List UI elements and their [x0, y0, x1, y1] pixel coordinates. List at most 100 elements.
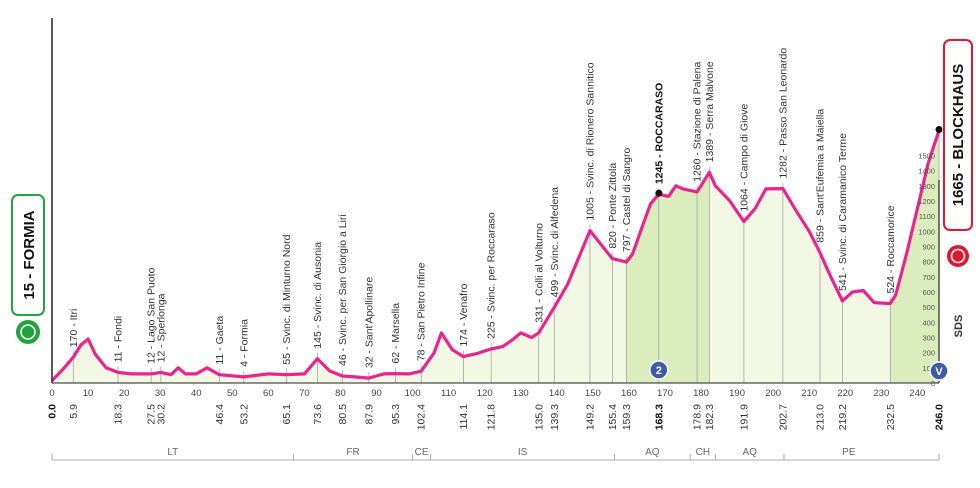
region-label-1: FR [346, 447, 359, 458]
km-label-3: 27.5 [146, 404, 158, 425]
waypoint-label-4: 12 - Sperlonga [155, 293, 167, 362]
alt-tick-14: 1400 [918, 167, 935, 176]
x-tick-4: 40 [191, 388, 202, 399]
x-tick-5: 50 [227, 388, 238, 399]
finish-badge-frame [943, 39, 973, 231]
alt-tick-15: 1500 [918, 152, 935, 161]
region-label-7: PE [842, 447, 856, 458]
waypoint-label-16: 499 - Svinc. di Alfedena [549, 187, 561, 297]
x-tick-0: 0 [49, 388, 54, 399]
km-label-21: 178.9 [692, 404, 704, 430]
km-label-13: 114.1 [458, 404, 470, 430]
alt-tick-8: 800 [922, 258, 935, 267]
x-tick-10: 100 [405, 388, 421, 399]
km-label-4: 30.2 [155, 404, 167, 425]
climb-zone-0 [626, 172, 710, 383]
waypoint-label-27: 524 - Roccamorice [885, 205, 897, 293]
waypoint-label-25: 859 - Sant'Eufemia a Maiella [815, 109, 827, 243]
km-label-23: 191.9 [738, 404, 750, 430]
waypoint-label-8: 145 - Svinc. di Ausonia [312, 242, 324, 349]
x-tick-20: 200 [765, 388, 781, 399]
summit-dot-0 [655, 189, 663, 197]
waypoint-label-10: 32 - Sant'Apollinare [363, 277, 375, 368]
km-label-27: 232.5 [885, 404, 897, 430]
waypoint-label-11: 62 - Marsella [390, 303, 402, 364]
km-label-1: 5.9 [68, 404, 80, 419]
finish-badge-label: 1665 - BLOCKHAUS [950, 64, 967, 207]
x-tick-19: 190 [729, 388, 745, 399]
x-tick-23: 230 [873, 388, 889, 399]
region-label-0: LT [167, 447, 178, 458]
alt-tick-4: 400 [922, 318, 935, 327]
alt-tick-9: 900 [922, 243, 935, 252]
km-label-25: 213.0 [815, 404, 827, 430]
km-label-10: 87.9 [363, 404, 375, 425]
x-tick-21: 210 [801, 388, 817, 399]
km-label-8: 73.6 [312, 404, 324, 425]
km-label-26: 219.2 [837, 404, 849, 430]
km-label-9: 80.5 [337, 404, 349, 425]
region-label-5: CH [696, 447, 710, 458]
alt-tick-1: 100 [922, 364, 935, 373]
waypoint-label-24: 1282 - Passo San Leonardo [777, 48, 789, 179]
km-label-6: 53.2 [238, 404, 250, 425]
waypoint-label-23: 1064 - Campo di Giove [738, 103, 750, 211]
km-label-12: 102.4 [416, 404, 428, 430]
finish-cyclist-icon [947, 245, 969, 267]
waypoint-label-5: 11 - Gaeta [214, 316, 226, 365]
finish-cyclist-icon-wheel [950, 248, 966, 264]
waypoint-label-19: 797 - Castel di Sangro [621, 147, 633, 252]
alt-tick-5: 500 [922, 303, 935, 312]
x-tick-8: 80 [335, 388, 346, 399]
waypoint-label-17: 1005 - Svinc. di Rionero Sannitico [584, 62, 596, 220]
waypoint-label-21: 1260 - Stazione di Palena [692, 61, 704, 181]
start-badge-frame [11, 194, 45, 316]
km-label-18: 155.4 [607, 404, 619, 430]
gpm-badge-1 [929, 361, 949, 381]
waypoint-label-2: 11 - Fondi [112, 316, 124, 363]
waypoint-label-14: 225 - Svinc. per Roccaraso [486, 212, 498, 339]
waypoint-label-26: 541 - Svinc. di Caramanico Terme [837, 133, 849, 291]
km-label-7: 65.1 [281, 404, 293, 425]
x-tick-13: 130 [513, 388, 529, 399]
alt-tick-11: 1100 [919, 212, 935, 221]
km-label-0: 0.0 [47, 404, 59, 419]
km-label-28: 246.0 [934, 404, 946, 430]
x-tick-2: 20 [119, 388, 130, 399]
km-label-11: 95.3 [390, 404, 402, 425]
alt-tick-13: 1300 [918, 182, 935, 191]
region-label-4: AQ [645, 447, 660, 458]
finish-badge: 1665 - BLOCKHAUS [943, 39, 973, 267]
waypoint-label-9: 46 - Svinc. per San Giorgio a Liri [337, 214, 349, 366]
waypoint-label-20: 1245 - ROCCARASO [653, 83, 665, 185]
start-cyclist-icon [16, 320, 40, 344]
climb-zone-1 [890, 130, 939, 383]
gpm-badge-label-1: V [935, 366, 943, 378]
x-tick-3: 30 [155, 388, 166, 399]
sds-mark: SDS [953, 315, 965, 338]
x-tick-16: 160 [621, 388, 637, 399]
x-tick-14: 140 [549, 388, 565, 399]
km-label-16: 139.3 [549, 404, 561, 430]
waypoint-label-15: 331 - Colli al Volturno [533, 223, 545, 323]
start-badge: 15 - FORMIA [11, 194, 45, 344]
km-label-5: 46.4 [214, 404, 226, 425]
x-tick-9: 90 [371, 388, 382, 399]
alt-tick-6: 600 [922, 288, 935, 297]
x-tick-1: 10 [83, 388, 94, 399]
alt-tick-12: 1200 [918, 197, 935, 206]
waypoint-label-22: 1389 - Serra Malvone [704, 61, 716, 162]
start-badge-label: 15 - FORMIA [21, 210, 38, 299]
profile-area-fill [52, 130, 939, 383]
km-label-2: 18.3 [112, 404, 124, 425]
waypoint-label-7: 55 - Svinc. di Minturno Nord [281, 234, 293, 364]
x-tick-17: 170 [657, 388, 673, 399]
start-cyclist-icon-wheel [20, 324, 36, 340]
alt-tick-3: 300 [922, 334, 935, 343]
km-label-15: 135.0 [533, 404, 545, 430]
gpm-badge-label-0: 2 [656, 365, 662, 377]
km-label-14: 121.8 [486, 404, 498, 430]
waypoint-label-3: 12 - Lago San Puoto [146, 267, 158, 363]
x-tick-6: 60 [263, 388, 274, 399]
